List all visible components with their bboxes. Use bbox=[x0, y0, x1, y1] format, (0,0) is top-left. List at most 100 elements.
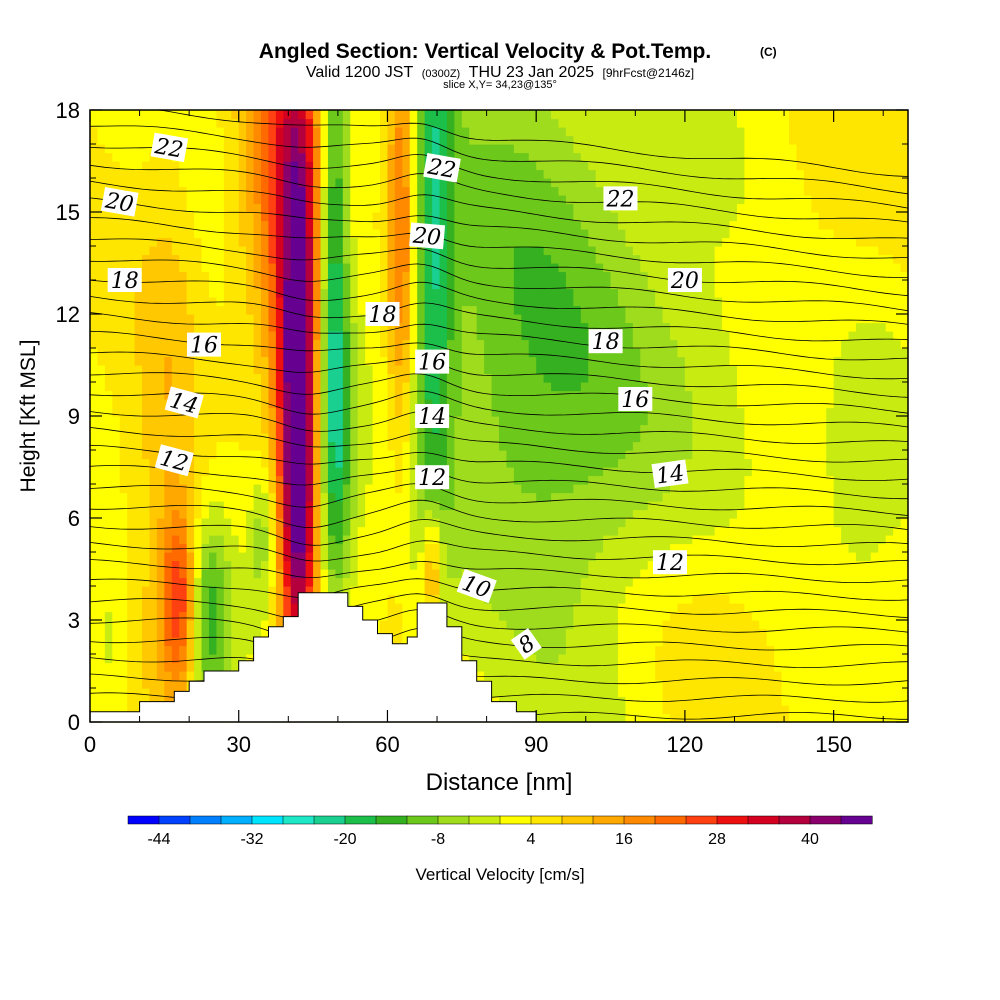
velocity-cell bbox=[536, 450, 545, 460]
velocity-cell bbox=[543, 399, 552, 409]
velocity-cell bbox=[580, 373, 589, 383]
velocity-cell bbox=[528, 450, 537, 460]
velocity-cell bbox=[506, 169, 515, 179]
velocity-cell bbox=[565, 288, 574, 298]
velocity-cell bbox=[476, 552, 485, 562]
velocity-cell bbox=[305, 373, 314, 383]
velocity-cell bbox=[223, 543, 232, 553]
velocity-cell bbox=[595, 110, 604, 120]
velocity-cell bbox=[350, 560, 359, 570]
velocity-cell bbox=[365, 135, 374, 145]
velocity-cell bbox=[588, 212, 597, 222]
velocity-cell bbox=[491, 662, 500, 672]
velocity-cell bbox=[461, 118, 470, 128]
velocity-cell bbox=[290, 161, 299, 171]
velocity-cell bbox=[528, 696, 537, 706]
velocity-cell bbox=[253, 603, 262, 613]
velocity-cell bbox=[290, 297, 299, 307]
velocity-cell bbox=[246, 144, 255, 154]
velocity-cell bbox=[476, 543, 485, 553]
velocity-cell bbox=[253, 382, 262, 392]
velocity-cell bbox=[246, 645, 255, 655]
velocity-cell bbox=[201, 322, 210, 332]
velocity-cell bbox=[417, 526, 426, 536]
velocity-cell bbox=[342, 407, 351, 417]
velocity-cell bbox=[246, 127, 255, 137]
velocity-cell bbox=[484, 390, 493, 400]
velocity-cell bbox=[394, 467, 403, 477]
velocity-cell bbox=[201, 467, 210, 477]
velocity-cell bbox=[551, 288, 560, 298]
velocity-cell bbox=[298, 280, 307, 290]
velocity-cell bbox=[201, 152, 210, 162]
velocity-cell bbox=[536, 118, 545, 128]
velocity-cell bbox=[119, 144, 128, 154]
velocity-cell bbox=[231, 416, 240, 426]
velocity-cell bbox=[134, 645, 143, 655]
velocity-cell bbox=[558, 560, 567, 570]
velocity-cell bbox=[588, 271, 597, 281]
velocity-cell bbox=[461, 594, 470, 604]
velocity-cell bbox=[446, 229, 455, 239]
velocity-cell bbox=[365, 441, 374, 451]
velocity-cell bbox=[327, 339, 336, 349]
velocity-cell bbox=[357, 152, 366, 162]
velocity-cell bbox=[134, 407, 143, 417]
velocity-cell bbox=[313, 501, 322, 511]
velocity-cell bbox=[253, 450, 262, 460]
velocity-cell bbox=[149, 654, 158, 664]
velocity-cell bbox=[588, 603, 597, 613]
velocity-cell bbox=[521, 169, 530, 179]
velocity-cell bbox=[112, 637, 121, 647]
velocity-cell bbox=[164, 569, 173, 579]
velocity-cell bbox=[216, 144, 225, 154]
velocity-cell bbox=[149, 628, 158, 638]
velocity-cell bbox=[201, 356, 210, 366]
velocity-cell bbox=[90, 543, 99, 553]
velocity-cell bbox=[171, 195, 180, 205]
velocity-cell bbox=[134, 178, 143, 188]
velocity-cell bbox=[551, 305, 560, 315]
velocity-cell bbox=[499, 611, 508, 621]
velocity-cell bbox=[409, 526, 418, 536]
velocity-cell bbox=[484, 509, 493, 519]
velocity-cell bbox=[543, 271, 552, 281]
velocity-cell bbox=[223, 110, 232, 120]
velocity-cell bbox=[164, 161, 173, 171]
velocity-cell bbox=[261, 560, 270, 570]
velocity-cell bbox=[298, 331, 307, 341]
velocity-cell bbox=[216, 518, 225, 528]
velocity-cell bbox=[238, 365, 247, 375]
velocity-cell bbox=[551, 654, 560, 664]
velocity-cell bbox=[290, 237, 299, 247]
velocity-cell bbox=[469, 390, 478, 400]
velocity-cell bbox=[469, 263, 478, 273]
velocity-cell bbox=[380, 254, 389, 264]
velocity-cell bbox=[298, 271, 307, 281]
slice-label: slice X,Y= 34,23@135° bbox=[443, 79, 557, 91]
velocity-cell bbox=[246, 458, 255, 468]
velocity-cell bbox=[112, 161, 121, 171]
velocity-cell bbox=[461, 237, 470, 247]
velocity-cell bbox=[97, 110, 106, 120]
velocity-cell bbox=[134, 569, 143, 579]
velocity-cell bbox=[134, 144, 143, 154]
velocity-cell bbox=[543, 314, 552, 324]
velocity-cell bbox=[223, 195, 232, 205]
velocity-cell bbox=[432, 458, 441, 468]
velocity-cell bbox=[275, 501, 284, 511]
velocity-cell bbox=[201, 314, 210, 324]
velocity-cell bbox=[573, 390, 582, 400]
velocity-cell bbox=[528, 492, 537, 502]
velocity-cell bbox=[446, 382, 455, 392]
velocity-cell bbox=[446, 297, 455, 307]
velocity-cell bbox=[149, 458, 158, 468]
velocity-cell bbox=[439, 220, 448, 230]
velocity-cell bbox=[536, 552, 545, 562]
velocity-cell bbox=[461, 407, 470, 417]
velocity-cell bbox=[454, 212, 463, 222]
velocity-cell bbox=[97, 152, 106, 162]
velocity-cell bbox=[216, 322, 225, 332]
velocity-cell bbox=[573, 382, 582, 392]
velocity-cell bbox=[164, 390, 173, 400]
